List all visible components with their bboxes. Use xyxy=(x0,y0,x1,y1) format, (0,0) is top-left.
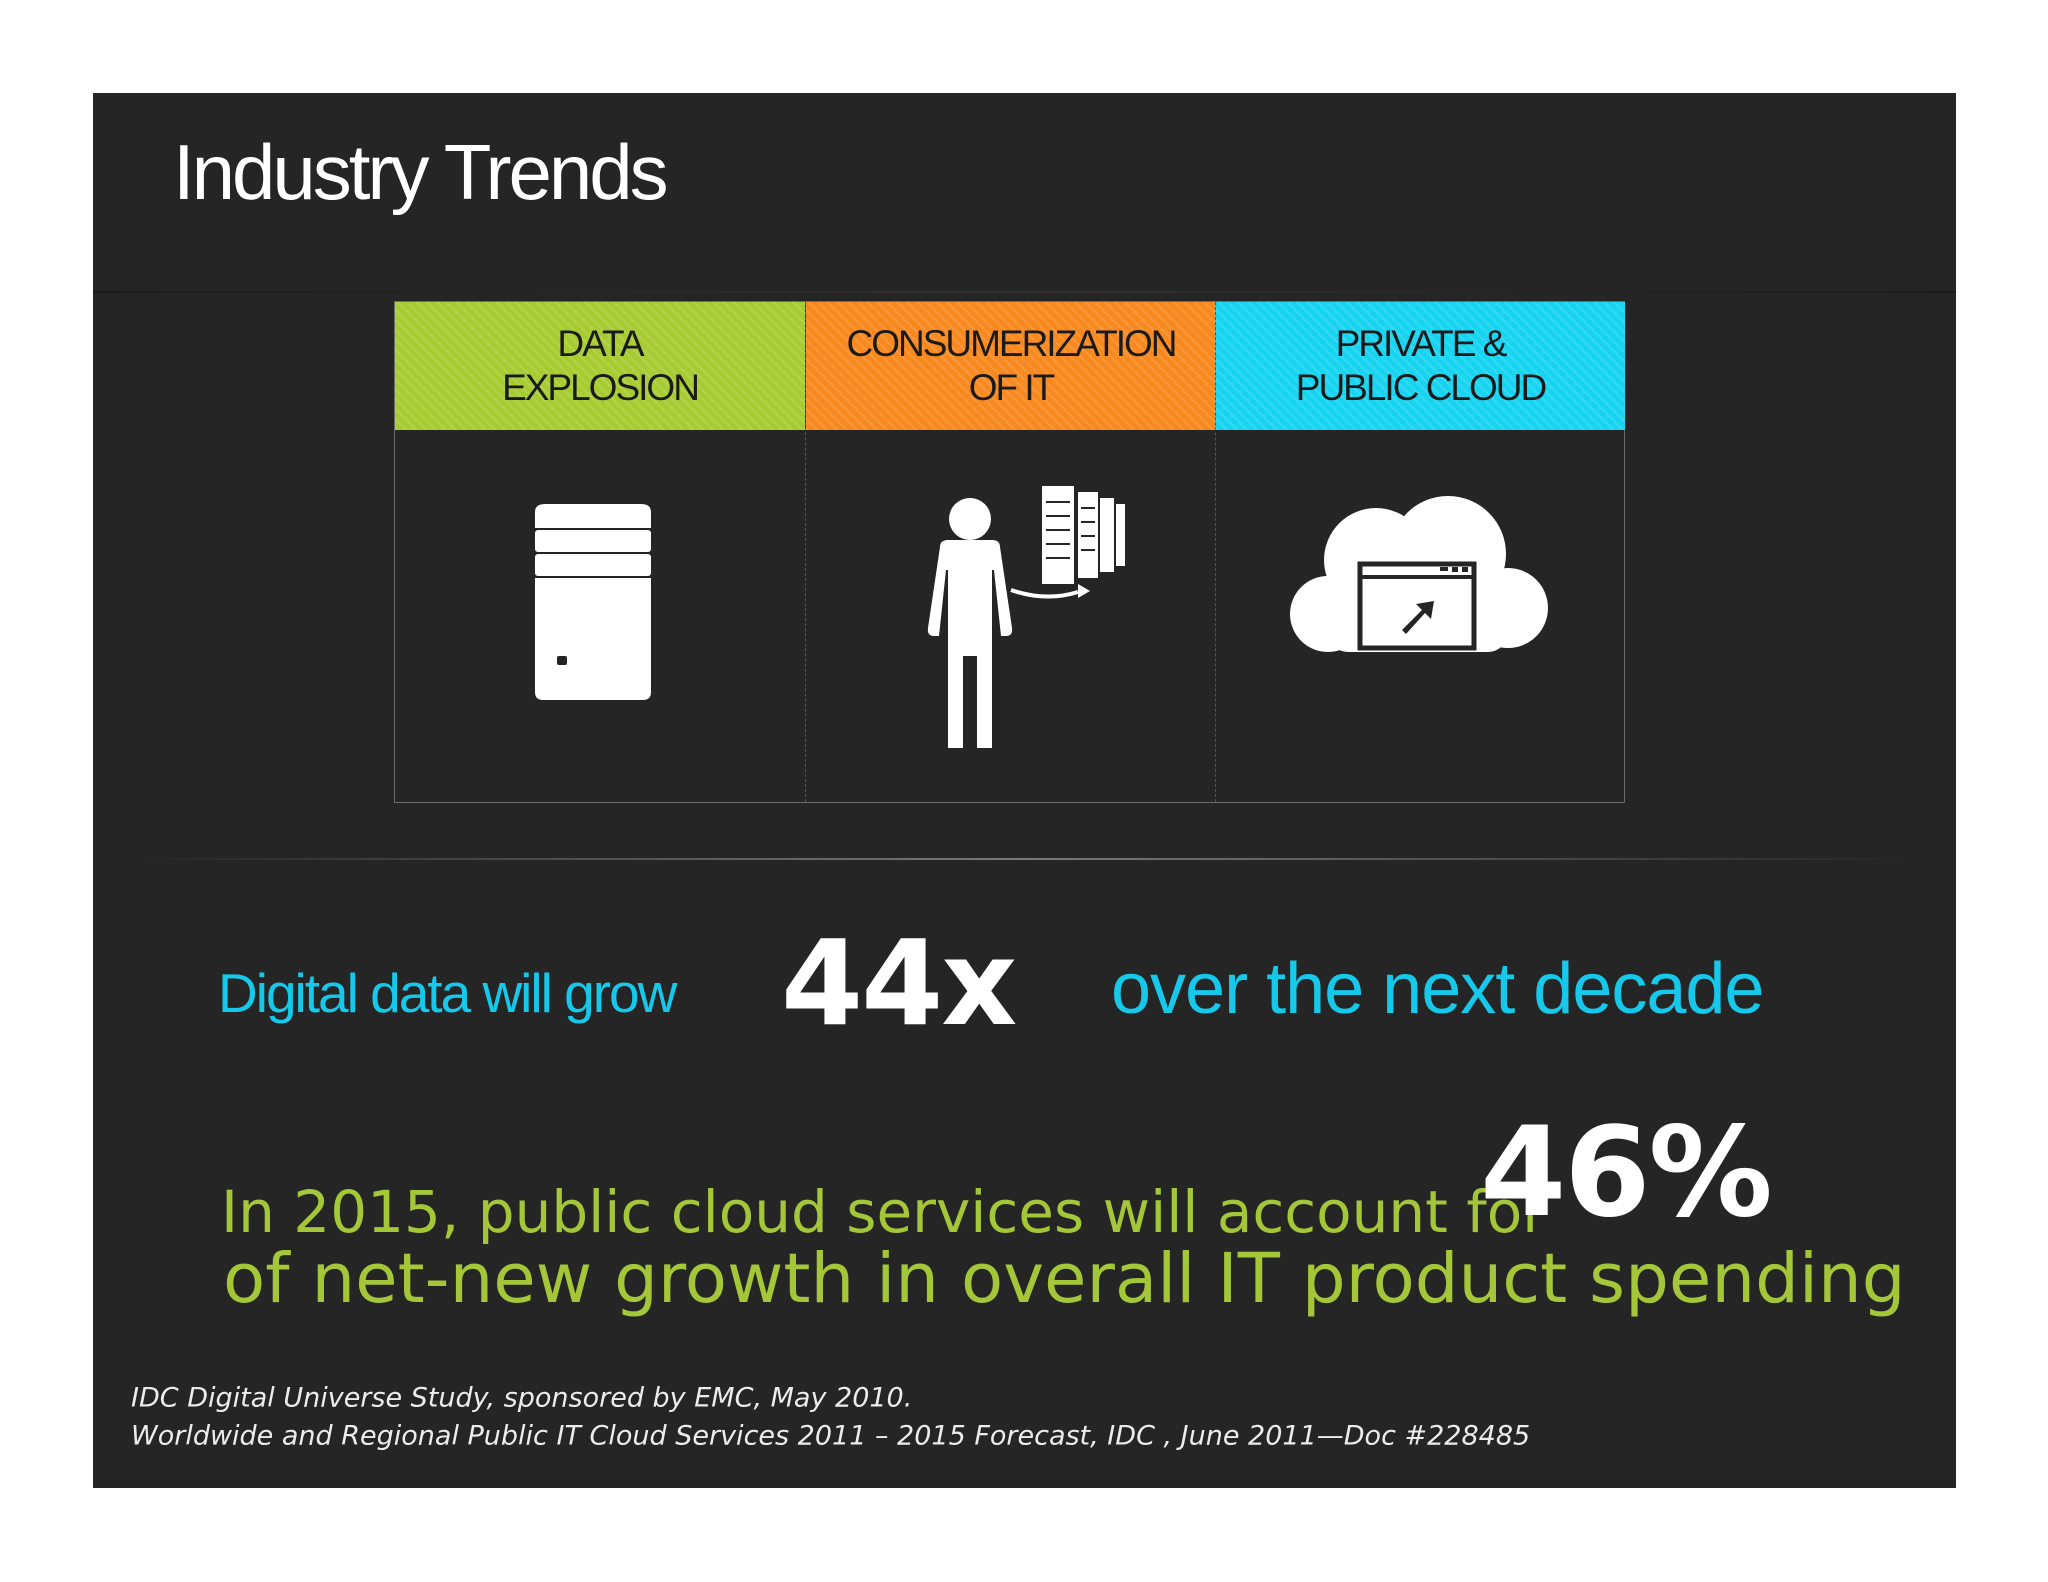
stat1-prefix: Digital data will grow xyxy=(218,962,677,1024)
person-server-icon xyxy=(806,430,1216,802)
trends-panel: DATA EXPLOSION CONSUMERIZATION OF IT xyxy=(394,301,1625,803)
stat1-number: 44x xyxy=(781,914,1017,1052)
slide-title: Industry Trends xyxy=(173,128,669,216)
trend-header-cloud: PRIVATE & PUBLIC CLOUD xyxy=(1216,302,1625,430)
slide: Industry Trends DATA EXPLOSION xyxy=(93,93,1956,1488)
title-divider xyxy=(93,291,1956,293)
trend-label: DATA EXPLOSION xyxy=(502,323,700,408)
cloud-window-icon xyxy=(1216,430,1625,802)
section-divider xyxy=(133,858,1916,860)
stat2-number: 46% xyxy=(1480,1101,1773,1245)
trend-cloud: PRIVATE & PUBLIC CLOUD xyxy=(1215,302,1625,802)
stat2-line1: In 2015, public cloud services will acco… xyxy=(221,1178,1547,1246)
trend-label: CONSUMERIZATION OF IT xyxy=(846,323,1177,408)
source-citation-2: Worldwide and Regional Public IT Cloud S… xyxy=(131,1420,1531,1452)
stat2-line2: of net-new growth in overall IT product … xyxy=(223,1239,1906,1319)
trend-header-consumerization: CONSUMERIZATION OF IT xyxy=(806,302,1216,430)
source-citation-1: IDC Digital Universe Study, sponsored by… xyxy=(131,1382,913,1414)
trend-header-data-explosion: DATA EXPLOSION xyxy=(395,302,805,430)
database-icon xyxy=(395,430,805,802)
stat1-suffix: over the next decade xyxy=(1111,949,1764,1029)
trend-label: PRIVATE & PUBLIC CLOUD xyxy=(1295,323,1547,408)
trend-consumerization: CONSUMERIZATION OF IT xyxy=(805,302,1216,802)
trend-data-explosion: DATA EXPLOSION xyxy=(395,302,805,802)
